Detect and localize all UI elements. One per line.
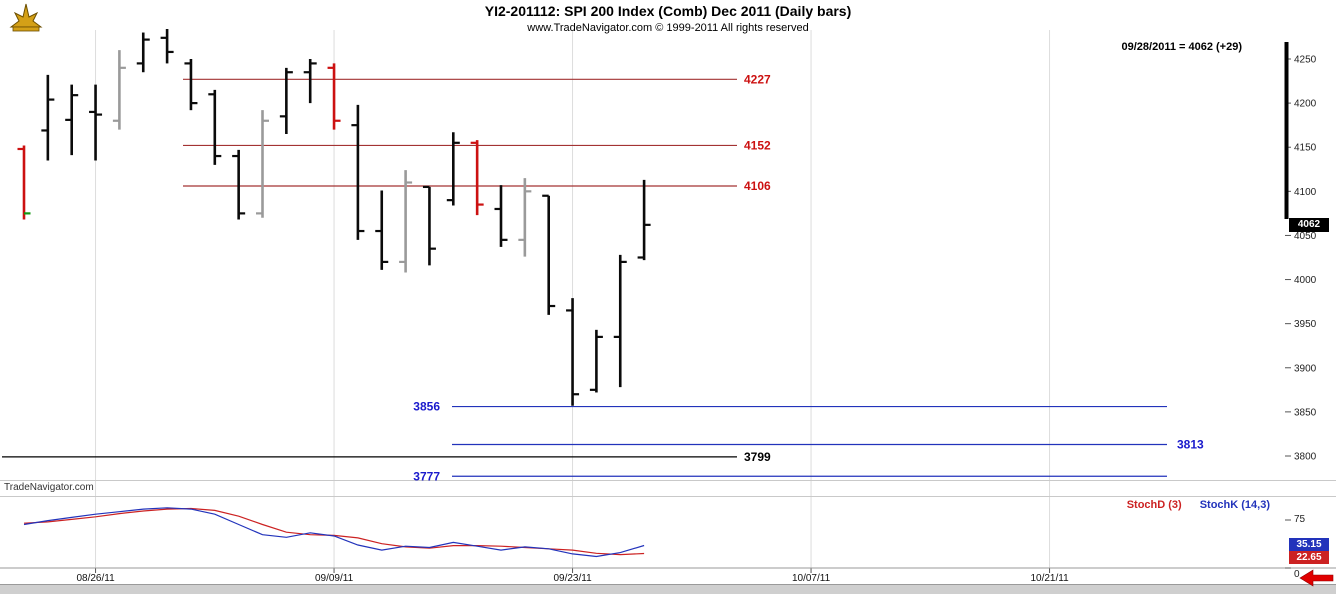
chart-title: YI2-201112: SPI 200 Index (Comb) Dec 201…	[484, 3, 852, 19]
price-axis-label: 4000	[1294, 275, 1317, 286]
price-axis-label: 4200	[1294, 99, 1317, 110]
price-axis-label: 3900	[1294, 363, 1317, 374]
x-axis-date-label: 09/09/11	[315, 573, 354, 584]
x-axis-date-label: 09/23/11	[553, 573, 592, 584]
level-label: 3777	[413, 469, 440, 483]
price-axis-label: 4100	[1294, 187, 1317, 198]
scroll-left-icon[interactable]	[1299, 569, 1334, 587]
stoch-scale-75: 75	[1294, 514, 1306, 525]
tradenavigator-logo[interactable]	[8, 2, 44, 34]
last-quote-readout: 09/28/2011 = 4062 (+29)	[1121, 41, 1243, 53]
watermark: TradeNavigator.com	[4, 482, 94, 493]
stoch-scale-0: 0	[1294, 569, 1300, 580]
x-axis-date-label: 10/07/11	[792, 573, 831, 584]
level-label: 3856	[413, 400, 440, 414]
stochk-line	[23, 507, 645, 558]
level-label: 4227	[744, 72, 771, 86]
level-label: 4106	[744, 179, 771, 193]
stochd-value-badge: 22.65	[1289, 551, 1329, 564]
chart-subtitle: www.TradeNavigator.com © 1999-2011 All r…	[527, 22, 809, 34]
stochk-label[interactable]: StochK (14,3)	[1199, 499, 1270, 511]
indicator-legend: StochD (3) StochK (14,3)	[1127, 499, 1270, 511]
horizontal-scrollbar[interactable]	[0, 584, 1336, 594]
price-axis-label: 3850	[1294, 407, 1317, 418]
price-axis-label: 3800	[1294, 451, 1317, 462]
level-label: 4152	[744, 138, 771, 152]
price-axis-label: 4150	[1294, 143, 1317, 154]
stochd-label[interactable]: StochD (3)	[1126, 499, 1182, 511]
chart-header: YI2-201112: SPI 200 Index (Comb) Dec 201…	[0, 3, 1336, 34]
stochk-value-badge: 35.15	[1289, 538, 1329, 551]
level-label: 3799	[744, 450, 771, 464]
gold-crest-icon	[9, 3, 43, 32]
price-axis-label: 3950	[1294, 319, 1317, 330]
x-axis-date-label: 10/21/11	[1030, 573, 1069, 584]
price-axis-label: 4050	[1294, 231, 1317, 242]
level-label: 3813	[1177, 438, 1204, 452]
last-price-badge: 4062	[1289, 218, 1329, 232]
x-axis-date-label: 08/26/11	[76, 573, 115, 584]
price-axis-label: 4250	[1294, 55, 1317, 66]
